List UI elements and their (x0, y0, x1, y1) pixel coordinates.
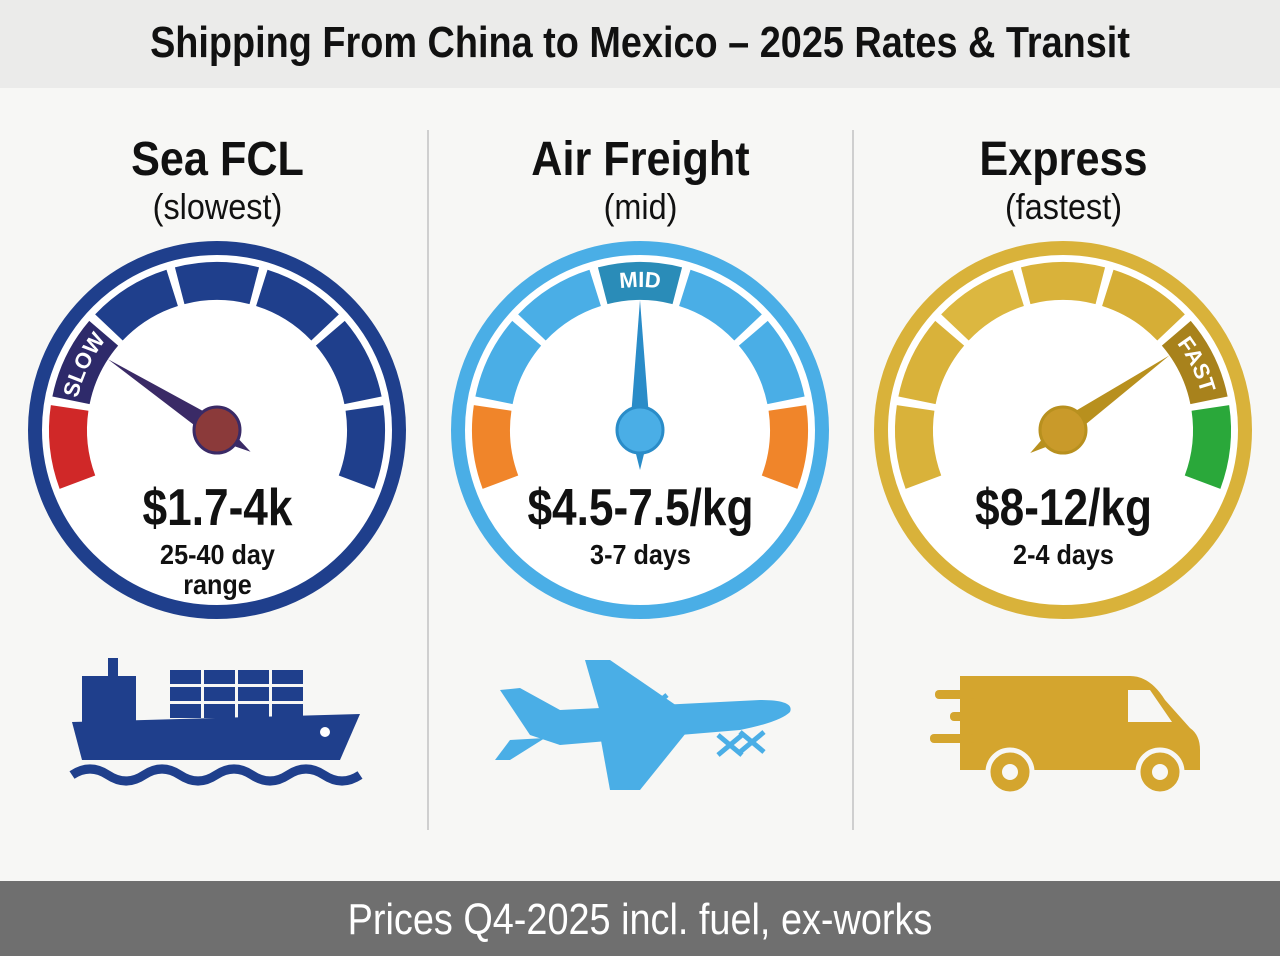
gauge-segment (895, 405, 942, 489)
gauge-segment (174, 262, 260, 305)
needle-hub (192, 405, 242, 455)
gauge-segment (1161, 320, 1228, 405)
gauge-segment (1102, 269, 1185, 341)
hub (1152, 764, 1168, 780)
van-icon (930, 676, 1200, 797)
transit-text: 3-7 days (590, 539, 691, 570)
ship-icon (69, 658, 363, 786)
speed-line (935, 690, 975, 699)
page-title: Shipping From China to Mexico – 2025 Rat… (150, 18, 1130, 67)
gauge-segment (1020, 262, 1106, 305)
price: $4.5-7.5/kg (527, 479, 754, 537)
ship-hull (72, 714, 360, 760)
wing (600, 728, 690, 790)
transit: 3-7 days (448, 540, 832, 570)
porthole (320, 727, 330, 737)
gauge: FAST (874, 241, 1252, 619)
gauge-segment (95, 269, 178, 341)
gauge-label: MID (618, 267, 662, 293)
gauge-segment (597, 262, 683, 305)
container (204, 687, 235, 701)
container (204, 704, 235, 718)
speed-line (930, 734, 975, 743)
gauge-segment (1184, 405, 1231, 489)
gauge-segment (315, 320, 382, 405)
footer: Prices Q4-2025 incl. fuel, ex-works (0, 881, 1280, 956)
header: Shipping From China to Mexico – 2025 Rat… (0, 0, 1280, 88)
footer-text: Prices Q4-2025 incl. fuel, ex-works (347, 895, 933, 944)
propeller (716, 733, 744, 757)
propeller (738, 730, 766, 754)
waves (69, 764, 363, 786)
speed-line (950, 712, 980, 721)
column-title: Express (979, 133, 1148, 186)
price: $1.7-4k (142, 479, 293, 537)
container (272, 704, 303, 718)
ship-bridge (82, 676, 136, 724)
container (238, 670, 269, 684)
gauge-segment (256, 269, 339, 341)
column-subtitle: (fastest) (1004, 186, 1123, 227)
ship-mast (108, 658, 118, 678)
container (170, 687, 201, 701)
needle-hub (615, 405, 665, 455)
column-title: Sea FCL (131, 133, 304, 186)
needle-hub (1038, 405, 1088, 455)
gauge-segment (738, 320, 805, 405)
gauge-segment (679, 269, 762, 341)
gauge: MID (451, 241, 829, 619)
gauge-segment (941, 269, 1024, 341)
column-subtitle: (mid) (603, 186, 678, 227)
price: $8-12/kg (975, 479, 1152, 537)
transit: 25-40 day range (25, 540, 409, 600)
container (272, 670, 303, 684)
container (170, 704, 201, 718)
hub (1002, 764, 1018, 780)
gauge-segment (761, 405, 808, 489)
van-window (1128, 690, 1172, 722)
gauge-segment (49, 405, 96, 489)
gauge: SLOW (28, 241, 406, 619)
gauge-segment (52, 320, 119, 405)
transit-text: 25-40 day range (160, 539, 275, 600)
container (272, 687, 303, 701)
fuselage (500, 688, 791, 745)
propeller (598, 683, 626, 707)
container (238, 687, 269, 701)
gauge-segment (472, 405, 519, 489)
plane-icon (495, 660, 791, 790)
container (170, 670, 201, 684)
column-title: Air Freight (531, 133, 750, 186)
transit-text: 2-4 days (1013, 539, 1114, 570)
gauge-segment (518, 269, 601, 341)
gauge-segment (898, 320, 965, 405)
propeller (641, 693, 669, 717)
gauge-label-text: MID (618, 267, 662, 293)
transit: 2-4 days (871, 540, 1255, 570)
tail-wing (495, 738, 545, 760)
container (238, 704, 269, 718)
column-subtitle: (slowest) (152, 186, 283, 227)
container (204, 670, 235, 684)
gauge-segment (475, 320, 542, 405)
gauge-segment (338, 405, 385, 489)
